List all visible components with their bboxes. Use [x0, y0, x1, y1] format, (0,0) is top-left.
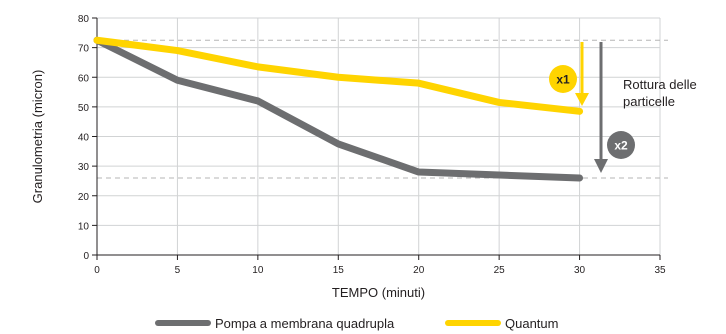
x-tick-label-25: 25: [494, 265, 506, 276]
series-line-0: [93, 36, 584, 182]
x-tick-label-35: 35: [654, 265, 666, 276]
x-tick-label-20: 20: [413, 265, 425, 276]
y-tick-label-80: 80: [78, 14, 90, 25]
badge-x2: x2: [607, 131, 635, 159]
badge-x1-label: x1: [556, 73, 570, 87]
y-tick-label-60: 60: [78, 73, 90, 84]
breakage-label-line1: Rottura delle: [623, 77, 697, 92]
legend-item-pompa: Pompa a membrana quadrupla: [155, 316, 395, 331]
y-tick-label-0: 0: [83, 251, 89, 262]
breakage-label-line2: particelle: [623, 94, 675, 109]
x-tick-label-10: 10: [252, 265, 264, 276]
y-tick-label-20: 20: [78, 192, 90, 203]
legend: Pompa a membrana quadrupla Quantum: [155, 316, 558, 331]
legend-label-pompa: Pompa a membrana quadrupla: [215, 316, 395, 331]
badge-x1: x1: [549, 65, 577, 93]
series-line-1: [93, 36, 584, 115]
x-tick-label-30: 30: [574, 265, 586, 276]
y-axis-label: Granulometria (micron): [30, 70, 45, 204]
series-lines: [93, 36, 584, 182]
y-tick-labels: 0 10 20 30 40 50 60 70 80: [78, 14, 97, 262]
legend-item-quantum: Quantum: [445, 316, 558, 331]
gray-arrow: [594, 42, 608, 173]
y-tick-label-50: 50: [78, 103, 90, 114]
y-tick-label-40: 40: [78, 133, 90, 144]
x-axis-label: TEMPO (minuti): [332, 285, 425, 300]
y-tick-label-30: 30: [78, 162, 90, 173]
y-tick-label-10: 10: [78, 221, 90, 232]
y-tick-label-70: 70: [78, 44, 90, 55]
badge-x2-label: x2: [614, 139, 628, 153]
annotations: x1 x2 Rottura delle particelle: [549, 42, 697, 173]
x-tick-label-0: 0: [94, 265, 100, 276]
x-tick-label-5: 5: [175, 265, 181, 276]
x-tick-label-15: 15: [333, 265, 345, 276]
legend-label-quantum: Quantum: [505, 316, 558, 331]
x-tick-labels: 0 5 10 15 20 25 30 35: [94, 255, 666, 276]
yellow-arrow: [575, 42, 589, 106]
